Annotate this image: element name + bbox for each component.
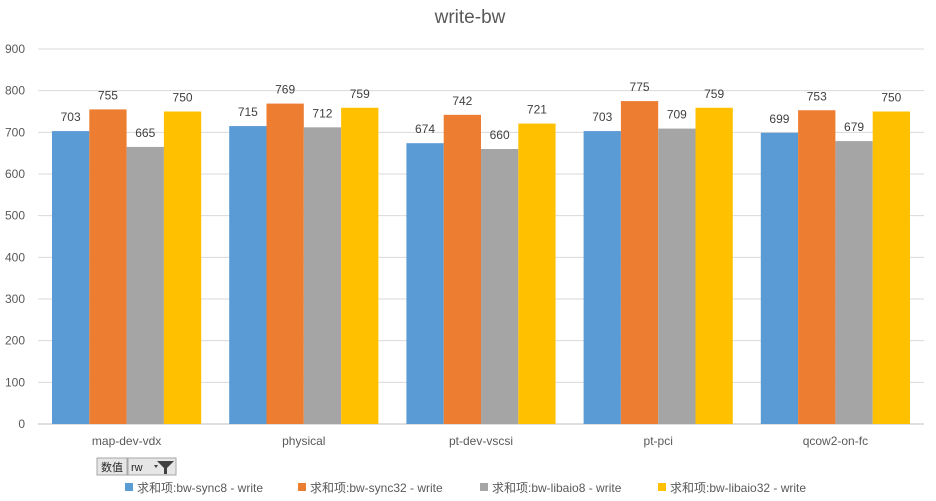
data-label: 753 (807, 89, 827, 103)
x-tick-label: pt-pci (644, 434, 673, 448)
data-label: 742 (452, 94, 472, 108)
data-label: 660 (490, 128, 510, 142)
legend-label: 求和项:bw-sync8 - write (137, 481, 263, 495)
bar[interactable] (266, 103, 304, 424)
bars (52, 101, 910, 425)
legend-swatch (125, 483, 133, 491)
x-tick-label: pt-dev-vscsi (449, 434, 513, 448)
legend-label: 求和项:bw-sync32 - write (310, 481, 443, 495)
bar[interactable] (760, 132, 799, 424)
y-tick-label: 100 (5, 375, 25, 389)
bar[interactable] (229, 126, 267, 424)
bar[interactable] (443, 114, 481, 424)
legend-item[interactable]: 求和项:bw-libaio8 - write (480, 481, 622, 495)
data-label: 679 (844, 120, 864, 134)
data-label: 674 (415, 122, 435, 136)
x-tick-label: map-dev-vdx (92, 434, 161, 448)
data-label: 712 (312, 106, 332, 120)
x-tick-label: physical (282, 434, 325, 448)
y-axis-ticks: 0 100 200 300 400 500 600 700 800 900 (5, 42, 25, 431)
legend-swatch (480, 483, 488, 491)
values-field-button[interactable]: 数值 (96, 457, 128, 476)
bar[interactable] (798, 110, 836, 424)
y-tick-label: 500 (5, 209, 25, 223)
data-label: 703 (61, 110, 81, 124)
legend-item[interactable]: 求和项:bw-sync32 - write (298, 481, 443, 495)
legend-label: 求和项:bw-libaio32 - write (670, 481, 806, 495)
bar[interactable] (341, 107, 379, 424)
legend-swatch (298, 483, 306, 491)
data-label: 755 (98, 88, 118, 102)
y-tick-label: 400 (5, 250, 25, 264)
data-label: 775 (630, 80, 650, 94)
rw-field-button[interactable]: rw (127, 457, 177, 476)
data-label: 750 (173, 91, 193, 105)
data-label: 759 (350, 87, 370, 101)
legend-label: 求和项:bw-libaio8 - write (492, 481, 622, 495)
y-tick-label: 900 (5, 42, 25, 56)
rw-field-label: rw (131, 462, 143, 474)
bar[interactable] (163, 111, 202, 425)
data-label: 703 (592, 110, 612, 124)
bar[interactable] (303, 127, 342, 424)
data-label: 699 (769, 112, 789, 126)
values-field-label: 数值 (101, 461, 123, 474)
bar[interactable] (620, 101, 659, 424)
bar[interactable] (126, 146, 164, 424)
bar[interactable] (835, 141, 873, 425)
bar[interactable] (406, 143, 444, 424)
bar[interactable] (695, 107, 733, 424)
x-tick-label: qcow2-on-fc (803, 434, 868, 448)
legend-item[interactable]: 求和项:bw-sync8 - write (125, 481, 263, 495)
filter-dropdown-icon[interactable] (154, 461, 174, 474)
data-labels: 703 755 665 750 715 769 712 759 674 742 660 721 703 7… (61, 80, 902, 142)
y-tick-label: 700 (5, 125, 25, 139)
data-label: 709 (667, 108, 687, 122)
bar[interactable] (658, 128, 696, 425)
data-label: 665 (135, 126, 155, 140)
bar[interactable] (481, 149, 519, 424)
bar[interactable] (89, 109, 127, 425)
bar[interactable] (52, 131, 90, 425)
y-tick-label: 600 (5, 167, 25, 181)
x-axis-ticks: map-dev-vdx physical pt-dev-vscsi pt-pci qco… (92, 434, 868, 448)
bar[interactable] (518, 123, 556, 424)
bar[interactable] (583, 131, 621, 425)
chart-title: write-bw (434, 7, 506, 28)
bar[interactable] (872, 111, 910, 425)
data-label: 721 (527, 103, 547, 117)
y-tick-label: 0 (18, 417, 25, 431)
legend-swatch (658, 483, 666, 491)
y-tick-label: 300 (5, 292, 25, 306)
data-label: 759 (704, 87, 724, 101)
legend-item[interactable]: 求和项:bw-libaio32 - write (658, 481, 806, 495)
data-label: 769 (275, 83, 295, 97)
legend: 求和项:bw-sync8 - write 求和项:bw-sync32 - writ… (125, 481, 806, 495)
y-tick-label: 800 (5, 84, 25, 98)
y-tick-label: 200 (5, 334, 25, 348)
data-label: 750 (881, 91, 901, 105)
data-label: 715 (238, 105, 258, 119)
